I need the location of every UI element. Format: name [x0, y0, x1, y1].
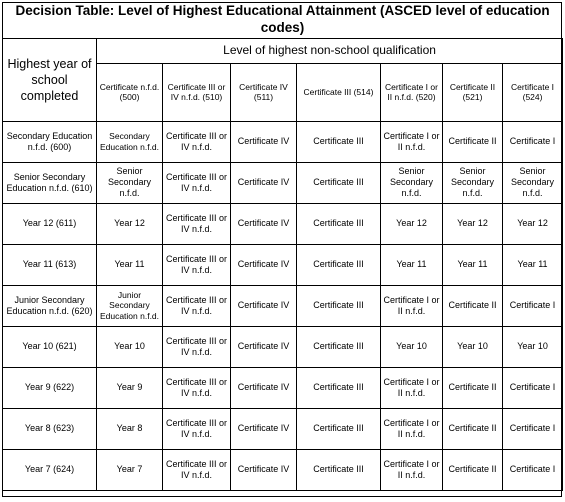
table-cell: Certificate III or IV n.f.d. [162, 448, 231, 491]
table-cell: Certificate II [442, 120, 503, 163]
table-cell: Year 7 [96, 448, 163, 491]
table-cell: Certificate IV [230, 407, 297, 450]
column-header: Certificate III (514) [296, 62, 381, 122]
table-cell: Certificate III or IV n.f.d. [162, 366, 231, 409]
decision-table: Decision Table: Level of Highest Educati… [2, 2, 564, 491]
table-cell: Year 10 [501, 325, 564, 368]
table-row: Year 8 (623) Year 8 Certificate III or I… [2, 407, 564, 450]
table-cell: Certificate IV [230, 243, 297, 286]
column-header: Certificate I (524) [501, 62, 564, 122]
row-label: Senior Secondary Education n.f.d. (610) [2, 161, 97, 204]
table-cell: Year 11 [96, 243, 163, 286]
table-row: Year 12 (611) Year 12 Certificate III or… [2, 202, 564, 245]
table-cell: Year 10 [442, 325, 503, 368]
column-header: Certificate II (521) [442, 62, 503, 122]
table-cell: Certificate III [296, 448, 381, 491]
table-cell: Certificate II [442, 407, 503, 450]
table-cell: Certificate III [296, 366, 381, 409]
table-cell: Certificate I [501, 407, 564, 450]
table-cell: Certificate III [296, 161, 381, 204]
table-cell: Certificate III or IV n.f.d. [162, 202, 231, 245]
table-cell: Senior Secondary n.f.d. [96, 161, 163, 204]
table-row: Secondary Education n.f.d. (600) Seconda… [2, 120, 564, 163]
column-header: Certificate n.f.d. (500) [96, 62, 163, 122]
table-cell: Certificate III [296, 202, 381, 245]
table-row: Senior Secondary Education n.f.d. (610) … [2, 161, 564, 204]
table-cell: Certificate III [296, 325, 381, 368]
table-row: Junior Secondary Education n.f.d. (620) … [2, 284, 564, 327]
table-cell: Certificate I [501, 448, 564, 491]
table-cell: Year 12 [442, 202, 503, 245]
table-cell: Secondary Education n.f.d. [96, 120, 163, 163]
table-cell: Certificate III [296, 284, 381, 327]
table-cell: Certificate III or IV n.f.d. [162, 284, 231, 327]
table-cell: Certificate I or II n.f.d. [380, 120, 443, 163]
table-cell: Certificate II [442, 366, 503, 409]
table-cell: Certificate II [442, 448, 503, 491]
table-cell: Certificate IV [230, 366, 297, 409]
table-cell: Year 9 [96, 366, 163, 409]
table-cell: Year 10 [96, 325, 163, 368]
row-label: Year 12 (611) [2, 202, 97, 245]
table-cell: Certificate II [442, 284, 503, 327]
table-cell: Certificate III [296, 120, 381, 163]
row-header: Highest year of school completed [2, 37, 97, 122]
table-cell: Certificate III or IV n.f.d. [162, 161, 231, 204]
table-cell: Certificate I or II n.f.d. [380, 366, 443, 409]
table-cell: Certificate III or IV n.f.d. [162, 243, 231, 286]
table-cell: Year 11 [501, 243, 564, 286]
row-label: Year 11 (613) [2, 243, 97, 286]
table-cell: Year 10 [380, 325, 443, 368]
row-label: Junior Secondary Education n.f.d. (620) [2, 284, 97, 327]
table-cell: Certificate III or IV n.f.d. [162, 120, 231, 163]
table-cell: Certificate III or IV n.f.d. [162, 325, 231, 368]
table-cell: Senior Secondary n.f.d. [501, 161, 564, 204]
table-cell: Certificate III or IV n.f.d. [162, 407, 231, 450]
table-cell: Certificate IV [230, 448, 297, 491]
table-cell: Year 11 [380, 243, 443, 286]
table-cell: Year 12 [501, 202, 564, 245]
row-label: Year 7 (624) [2, 448, 97, 491]
row-label: Year 8 (623) [2, 407, 97, 450]
column-header: Certificate IV (511) [230, 62, 297, 122]
table-cell: Certificate III [296, 407, 381, 450]
table-cell: Certificate I or II n.f.d. [380, 284, 443, 327]
table-cell: Senior Secondary n.f.d. [380, 161, 443, 204]
column-header: Certificate I or II n.f.d. (520) [380, 62, 443, 122]
table-cell: Certificate IV [230, 284, 297, 327]
table-cell: Certificate IV [230, 161, 297, 204]
table-cell: Year 8 [96, 407, 163, 450]
table-row: Year 7 (624) Year 7 Certificate III or I… [2, 448, 564, 491]
row-label: Year 9 (622) [2, 366, 97, 409]
table-cell: Certificate I or II n.f.d. [380, 448, 443, 491]
table-row: Year 9 (622) Year 9 Certificate III or I… [2, 366, 564, 409]
table-cell: Junior Secondary Education n.f.d. [96, 284, 163, 327]
table-title: Decision Table: Level of Highest Educati… [2, 2, 563, 39]
table-cell: Year 12 [96, 202, 163, 245]
table-cell: Senior Secondary n.f.d. [442, 161, 503, 204]
table-cell: Certificate I or II n.f.d. [380, 407, 443, 450]
row-label: Secondary Education n.f.d. (600) [2, 120, 97, 163]
table-cell: Certificate IV [230, 202, 297, 245]
table-cell: Year 12 [380, 202, 443, 245]
table-cell: Certificate I [501, 284, 564, 327]
table-cell: Year 11 [442, 243, 503, 286]
table-cell: Certificate I [501, 120, 564, 163]
table-cell: Certificate I [501, 366, 564, 409]
column-group-header: Level of highest non-school qualificatio… [95, 37, 564, 64]
table-cell: Certificate IV [230, 325, 297, 368]
table-row: Year 11 (613) Year 11 Certificate III or… [2, 243, 564, 286]
column-header: Certificate III or IV n.f.d. (510) [162, 62, 231, 122]
table-cell: Certificate IV [230, 120, 297, 163]
table-cell: Certificate III [296, 243, 381, 286]
row-label: Year 10 (621) [2, 325, 97, 368]
table-row: Year 10 (621) Year 10 Certificate III or… [2, 325, 564, 368]
